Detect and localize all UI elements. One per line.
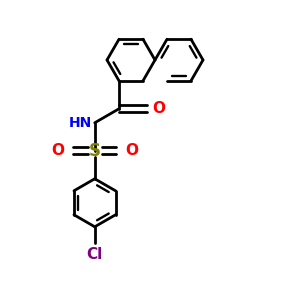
Text: Cl: Cl bbox=[87, 247, 103, 262]
Text: O: O bbox=[125, 143, 138, 158]
Text: O: O bbox=[51, 143, 64, 158]
Text: O: O bbox=[152, 101, 165, 116]
Text: HN: HN bbox=[68, 116, 92, 130]
Text: S: S bbox=[89, 142, 101, 160]
